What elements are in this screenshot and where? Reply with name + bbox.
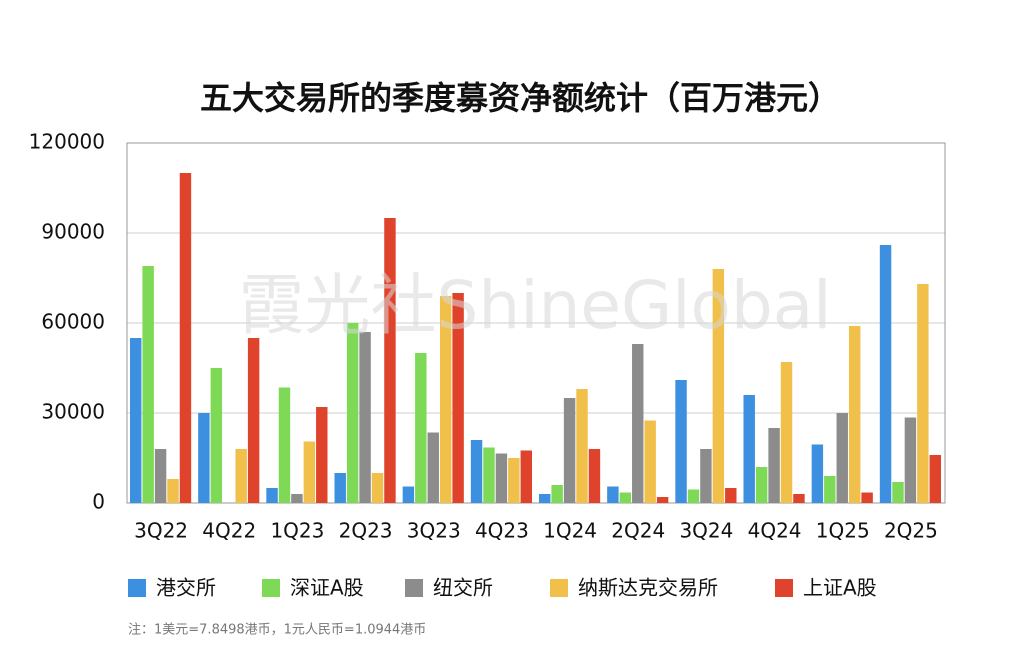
bar bbox=[879, 245, 892, 503]
x-tick-label: 3Q23 bbox=[407, 519, 461, 543]
note: 注：1美元=7.8498港币，1元人民币=1.0944港币 bbox=[128, 623, 426, 638]
bar bbox=[780, 362, 793, 503]
bar bbox=[384, 218, 396, 503]
x-tick-label: 4Q23 bbox=[475, 519, 529, 543]
bar bbox=[520, 450, 532, 503]
legend-swatch bbox=[128, 579, 146, 597]
bar bbox=[644, 420, 656, 503]
bar bbox=[700, 449, 712, 503]
bar bbox=[656, 497, 669, 503]
x-tick-label: 3Q22 bbox=[134, 519, 188, 543]
y-tick-label: 90000 bbox=[41, 220, 105, 244]
bar bbox=[836, 413, 848, 503]
bar bbox=[130, 338, 142, 503]
legend-swatch bbox=[262, 579, 280, 597]
x-tick-label: 1Q25 bbox=[816, 519, 870, 543]
bar bbox=[278, 387, 291, 503]
bar bbox=[167, 479, 179, 503]
bar bbox=[576, 389, 588, 503]
legend-label: 深证A股 bbox=[290, 576, 364, 600]
bar bbox=[539, 494, 551, 503]
bar bbox=[551, 485, 563, 503]
bar bbox=[917, 284, 929, 503]
bar bbox=[904, 417, 917, 503]
bar bbox=[755, 467, 768, 503]
x-tick-label: 4Q24 bbox=[748, 519, 802, 543]
bar bbox=[154, 449, 167, 503]
bar bbox=[235, 449, 247, 503]
bar bbox=[316, 407, 328, 503]
x-tick-label: 3Q24 bbox=[679, 519, 733, 543]
legend-label: 纳斯达克交易所 bbox=[578, 576, 718, 600]
x-tick-label: 2Q24 bbox=[611, 519, 665, 543]
legend-label: 纽交所 bbox=[433, 576, 493, 600]
bar bbox=[563, 398, 576, 503]
bar bbox=[495, 453, 508, 503]
bar bbox=[508, 458, 520, 503]
bar bbox=[470, 440, 483, 503]
legend-label: 上证A股 bbox=[803, 576, 877, 600]
plot-frame bbox=[126, 142, 946, 504]
x-tick-label: 1Q23 bbox=[270, 519, 324, 543]
x-tick-label: 2Q23 bbox=[339, 519, 393, 543]
bar bbox=[588, 449, 601, 503]
bar bbox=[452, 293, 464, 503]
x-tick-label: 2Q25 bbox=[884, 519, 938, 543]
legend-swatch bbox=[405, 579, 423, 597]
bar bbox=[607, 486, 619, 503]
bar bbox=[359, 332, 371, 503]
bar bbox=[848, 326, 861, 503]
bar bbox=[247, 338, 260, 503]
watermark: 霞光社ShineGlobal bbox=[238, 267, 831, 344]
y-tick-label: 60000 bbox=[41, 310, 105, 334]
bar bbox=[811, 444, 824, 503]
bar bbox=[892, 482, 904, 503]
legend-swatch bbox=[550, 579, 568, 597]
bar bbox=[427, 432, 439, 503]
bar bbox=[142, 266, 154, 503]
bar bbox=[861, 492, 873, 503]
bar bbox=[303, 441, 316, 503]
bar bbox=[402, 486, 415, 503]
bar bbox=[793, 494, 805, 503]
bar bbox=[415, 353, 427, 503]
x-tick-label: 4Q22 bbox=[202, 519, 256, 543]
bar bbox=[483, 447, 495, 503]
bar bbox=[198, 413, 210, 503]
bar bbox=[346, 323, 359, 503]
legend-swatch bbox=[775, 579, 793, 597]
bar bbox=[929, 455, 941, 503]
bar bbox=[439, 296, 452, 503]
bar bbox=[743, 395, 755, 503]
y-tick-label: 0 bbox=[92, 490, 105, 514]
bar bbox=[619, 492, 632, 503]
legend-label: 港交所 bbox=[156, 576, 216, 600]
y-tick-label: 30000 bbox=[41, 400, 105, 424]
bar bbox=[179, 173, 192, 503]
bar bbox=[712, 269, 725, 503]
bar bbox=[824, 476, 836, 503]
bar bbox=[266, 488, 278, 503]
x-tick-label: 1Q24 bbox=[543, 519, 597, 543]
bar bbox=[632, 344, 644, 503]
bar bbox=[291, 494, 303, 503]
bar bbox=[334, 473, 346, 503]
chart-title: 五大交易所的季度募资净额统计（百万港元） bbox=[200, 79, 840, 117]
bar bbox=[675, 380, 687, 503]
y-tick-label: 120000 bbox=[29, 130, 105, 154]
bar bbox=[768, 428, 780, 503]
bar bbox=[210, 368, 223, 503]
bar bbox=[725, 488, 737, 503]
bar bbox=[371, 473, 384, 503]
bar bbox=[687, 489, 700, 503]
